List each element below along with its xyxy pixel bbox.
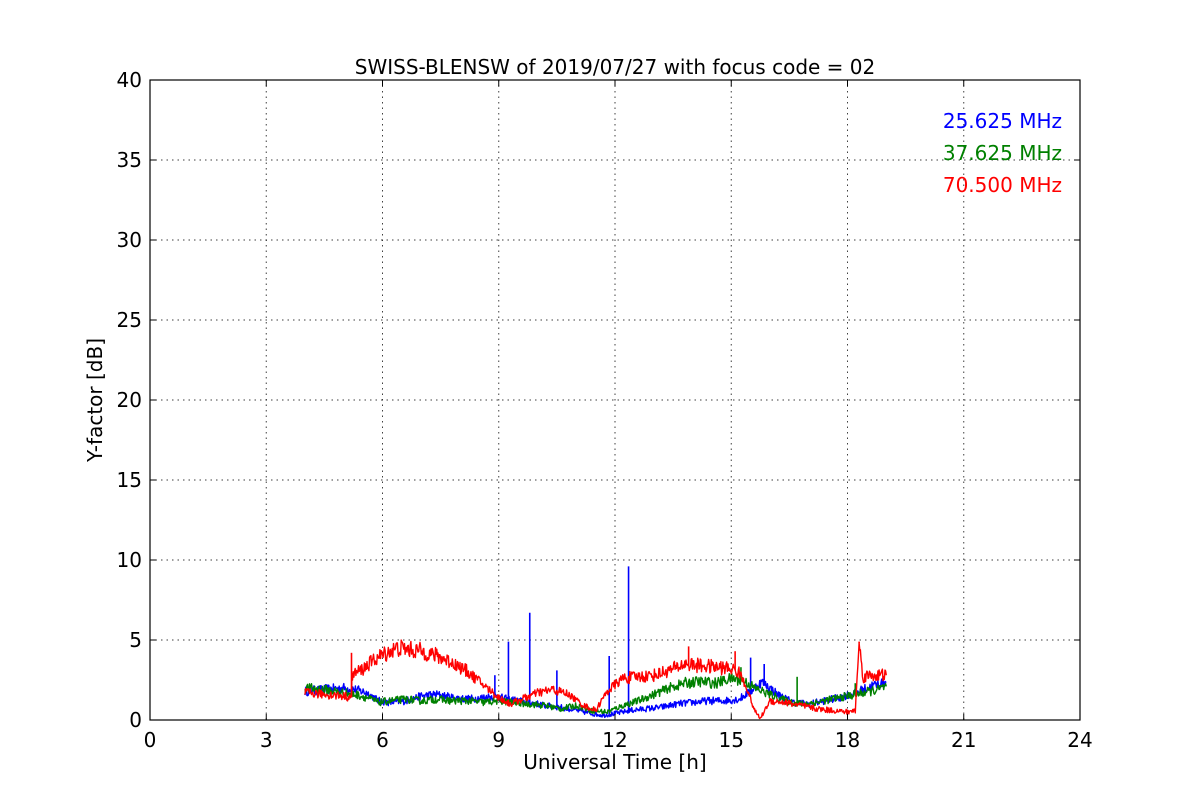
x-tick-label: 12: [602, 728, 627, 752]
y-axis-label: Y-factor [dB]: [83, 338, 107, 463]
x-tick-label: 24: [1067, 728, 1092, 752]
y-tick-label: 25: [117, 308, 142, 332]
x-axis-label: Universal Time [h]: [523, 750, 706, 774]
x-tick-label: 15: [719, 728, 744, 752]
legend-entry: 70.500 MHz: [943, 173, 1062, 197]
y-tick-label: 40: [117, 68, 142, 92]
x-tick-label: 18: [835, 728, 860, 752]
x-tick-label: 0: [144, 728, 157, 752]
x-tick-label: 6: [376, 728, 389, 752]
x-tick-label: 3: [260, 728, 273, 752]
y-tick-label: 10: [117, 548, 142, 572]
x-tick-label: 21: [951, 728, 976, 752]
legend-entry: 25.625 MHz: [943, 109, 1062, 133]
y-tick-label: 0: [129, 708, 142, 732]
y-tick-label: 20: [117, 388, 142, 412]
series-3: [304, 639, 887, 720]
legend-entry: 37.625 MHz: [943, 141, 1062, 165]
x-tick-label: 9: [492, 728, 505, 752]
series-line: [304, 639, 887, 720]
grid: [150, 80, 1080, 720]
y-tick-label: 35: [117, 148, 142, 172]
chart-title: SWISS-BLENSW of 2019/07/27 with focus co…: [355, 55, 876, 79]
y-tick-label: 15: [117, 468, 142, 492]
ticks: 0 3 6 9 12 15 18 21 24 0 5 10 15 20 25 30 35 40: [117, 68, 1093, 752]
y-tick-label: 30: [117, 228, 142, 252]
legend: 25.625 MHz 37.625 MHz 70.500 MHz: [943, 109, 1062, 197]
series-layer: [304, 566, 887, 720]
y-tick-label: 5: [129, 628, 142, 652]
